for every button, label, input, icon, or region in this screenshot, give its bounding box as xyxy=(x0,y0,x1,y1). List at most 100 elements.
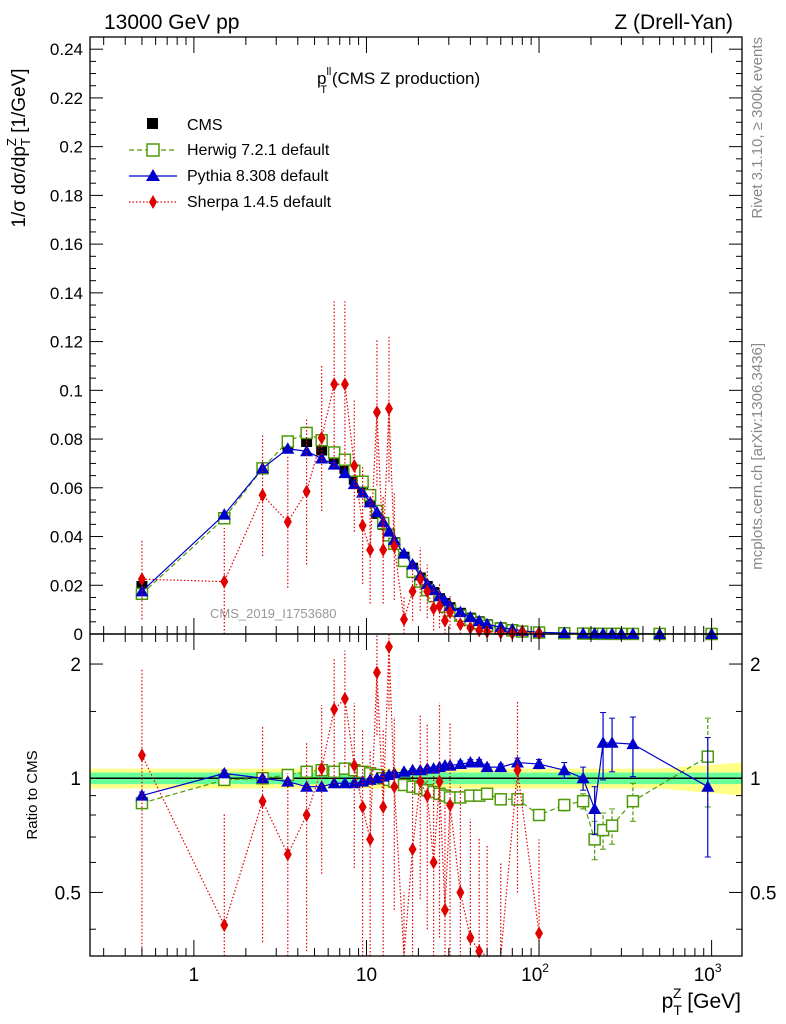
legend-item-sherpa: Sherpa 1.4.5 default xyxy=(129,194,332,211)
ratio-point-sherpa xyxy=(302,808,311,823)
ratio-point-herwig xyxy=(626,794,640,808)
main-point-sherpa xyxy=(258,488,267,503)
ratio-ytick-label: 0.5 xyxy=(55,883,81,904)
main-ytick-label: 0.12 xyxy=(50,333,83,352)
ratio-point-herwig xyxy=(558,798,571,812)
ratio-panel: 0.5 0.5 1 1 2 2 1 10 102 103 Ratio to CMS pTZ [Ge… xyxy=(24,633,776,1018)
main-line-sherpa xyxy=(141,383,540,634)
ratio-ytick-label-right: 0.5 xyxy=(750,883,776,904)
ratio-point-pythia xyxy=(472,756,486,768)
main-point-pythia xyxy=(463,610,477,623)
main-ytick-label: 0.08 xyxy=(50,430,83,449)
main-point-pythia xyxy=(300,444,314,457)
ratio-point-sherpa xyxy=(535,926,544,941)
main-ylabel: 1/σ dσ/dpTZ [1/GeV] xyxy=(4,68,33,227)
ratio-point-pythia xyxy=(532,757,546,770)
watermark: CMS_2019_I1753680 xyxy=(210,606,337,621)
ratio-point-sherpa xyxy=(372,665,381,680)
main-point-sherpa xyxy=(446,605,455,620)
ratio-point-herwig xyxy=(494,793,508,806)
main-point-sherpa xyxy=(423,584,432,599)
main-ytick-label: 0.04 xyxy=(50,528,83,547)
main-ytick-label: 0.16 xyxy=(50,235,83,254)
ratio-ytick-label-right: 2 xyxy=(750,655,761,676)
ratio-xtick-label: 1 xyxy=(189,965,200,986)
legend-label-herwig: Herwig 7.2.1 default xyxy=(187,142,330,159)
main-point-sherpa xyxy=(372,405,381,420)
main-point-sherpa xyxy=(302,484,311,499)
ratio-point-sherpa xyxy=(513,763,522,778)
main-point-sherpa xyxy=(358,518,367,533)
ratio-point-pythia xyxy=(443,759,457,771)
ratio-point-pythia xyxy=(338,776,352,789)
rivet-label: Rivet 3.1.10, ≥ 300k events xyxy=(749,37,766,219)
main-point-sherpa xyxy=(340,377,349,392)
plot-title: pll T (CMS Z production) xyxy=(317,66,480,96)
ratio-ytick-label-right: 1 xyxy=(750,769,761,790)
ratio-point-herwig xyxy=(511,793,524,806)
main-point-pythia xyxy=(281,442,295,454)
legend-item-cms: CMS xyxy=(147,117,223,134)
ratio-xlabel: pTZ [GeV] xyxy=(662,985,741,1018)
ratio-point-pythia xyxy=(576,771,590,784)
main-ytick-label: 0.22 xyxy=(50,89,83,108)
ratio-point-sherpa xyxy=(416,774,425,789)
ratio-point-sherpa xyxy=(340,691,349,706)
legend-label-cms: CMS xyxy=(187,117,223,134)
main-ytick-label: 0.06 xyxy=(50,479,83,498)
ratio-point-sherpa xyxy=(330,702,339,717)
ratio-point-pythia xyxy=(701,780,715,792)
ratio-point-sherpa xyxy=(435,774,444,789)
main-point-pythia xyxy=(338,466,352,479)
main-point-sherpa xyxy=(366,542,375,557)
ratio-point-sherpa xyxy=(390,779,399,794)
main-ytick-label: 0.14 xyxy=(50,284,83,303)
legend-label-pythia: Pythia 8.308 default xyxy=(187,168,329,185)
main-point-pythia xyxy=(217,508,231,520)
main-point-pythia xyxy=(397,547,411,559)
ratio-point-pythia xyxy=(463,756,477,768)
ratio-xtick-label: 10 xyxy=(356,965,377,986)
main-point-sherpa xyxy=(379,542,388,557)
ratio-ytick-label: 2 xyxy=(70,655,81,676)
ratio-point-pythia xyxy=(135,789,149,801)
ratio-point-sherpa xyxy=(408,842,417,857)
main-point-sherpa xyxy=(400,612,409,627)
main-point-sherpa xyxy=(317,430,326,445)
ratio-point-herwig xyxy=(576,794,590,808)
main-ytick-label: 0.2 xyxy=(59,138,83,157)
mcplots-label: mcplots.cern.ch [arXiv:1306.3436] xyxy=(749,343,766,570)
ratio-point-pythia xyxy=(453,757,467,770)
ratio-point-sherpa xyxy=(456,885,465,900)
main-point-pythia xyxy=(480,617,494,630)
ratio-point-herwig xyxy=(480,787,494,801)
main-point-sherpa xyxy=(330,377,339,392)
main-point-sherpa xyxy=(137,572,146,587)
main-point-sherpa xyxy=(440,613,449,628)
main-series xyxy=(135,301,719,641)
ratio-series xyxy=(135,634,715,959)
ratio-point-sherpa xyxy=(258,794,267,809)
ratio-point-pythia xyxy=(217,766,231,779)
main-point-sherpa xyxy=(350,458,359,473)
main-point-pythia xyxy=(370,505,384,518)
ratio-frame xyxy=(89,633,743,957)
main-ytick-label: 0.02 xyxy=(50,576,83,595)
ratio-point-pythia xyxy=(605,736,619,748)
ratio-ylabel: Ratio to CMS xyxy=(24,750,41,839)
main-point-pythia xyxy=(557,626,571,639)
legend-item-herwig: Herwig 7.2.1 default xyxy=(129,142,330,159)
ratio-axes: 0.5 0.5 1 1 2 2 1 10 102 103 xyxy=(55,634,776,986)
ratio-point-pythia xyxy=(557,763,571,776)
main-ytick-label: 0.18 xyxy=(50,186,83,205)
legend-item-pythia: Pythia 8.308 default xyxy=(129,168,329,185)
main-panel: CMS_2019_I1753680 0 0.02 0.04 0.06 0.08 0.1 0.… xyxy=(4,36,743,644)
ratio-point-sherpa xyxy=(358,799,367,814)
main-ytick-label: 0 xyxy=(74,625,83,644)
main-point-sherpa xyxy=(283,514,292,529)
main-point-pythia xyxy=(605,627,619,639)
ratio-xtick-label: 103 xyxy=(694,961,722,986)
main-point-herwig xyxy=(300,426,313,440)
ratio-point-pythia xyxy=(494,760,508,773)
